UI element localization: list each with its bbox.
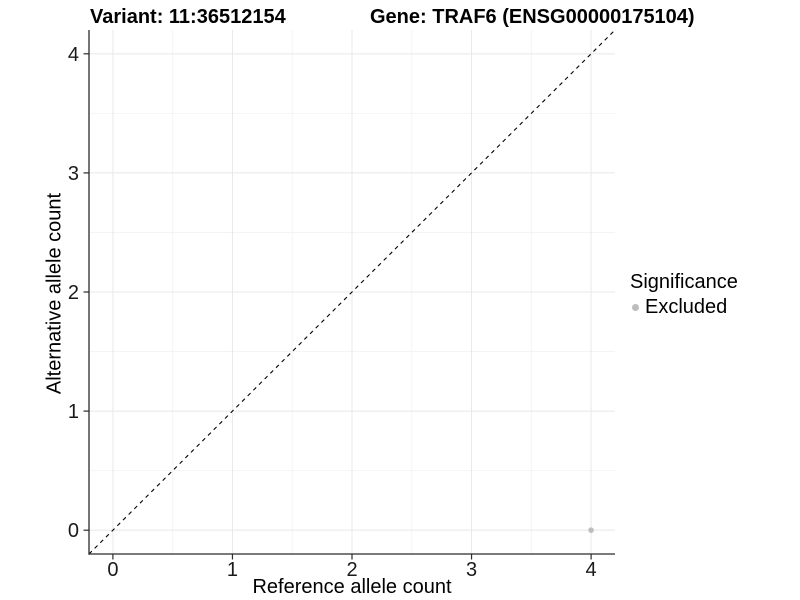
y-tick-label: 2 [68,282,79,304]
y-tick-label: 3 [68,163,79,185]
legend-item-label: Excluded [645,296,728,318]
plot-title-gene: Gene: TRAF6 (ENSG00000175104) [370,6,695,28]
x-tick-label: 3 [466,559,477,581]
legend-point-icon [632,304,639,311]
legend: Significance Excluded [630,271,738,319]
legend-item-excluded: Excluded [630,296,738,319]
y-tick-label: 1 [68,401,79,423]
x-tick-label: 4 [586,559,597,581]
y-tick-label: 0 [68,520,79,542]
identity-dashed-line [88,29,616,555]
y-axis-title: Alternative allele count [43,192,66,395]
x-tick-label: 0 [107,559,118,581]
data-point [588,527,594,533]
legend-title: Significance [630,271,738,293]
x-axis-title: Reference allele count [252,576,452,598]
x-tick-label: 1 [227,559,238,581]
x-tick-label: 2 [346,559,357,581]
y-tick-label: 4 [68,44,79,66]
plot-title-variant: Variant: 11:36512154 [90,6,286,28]
